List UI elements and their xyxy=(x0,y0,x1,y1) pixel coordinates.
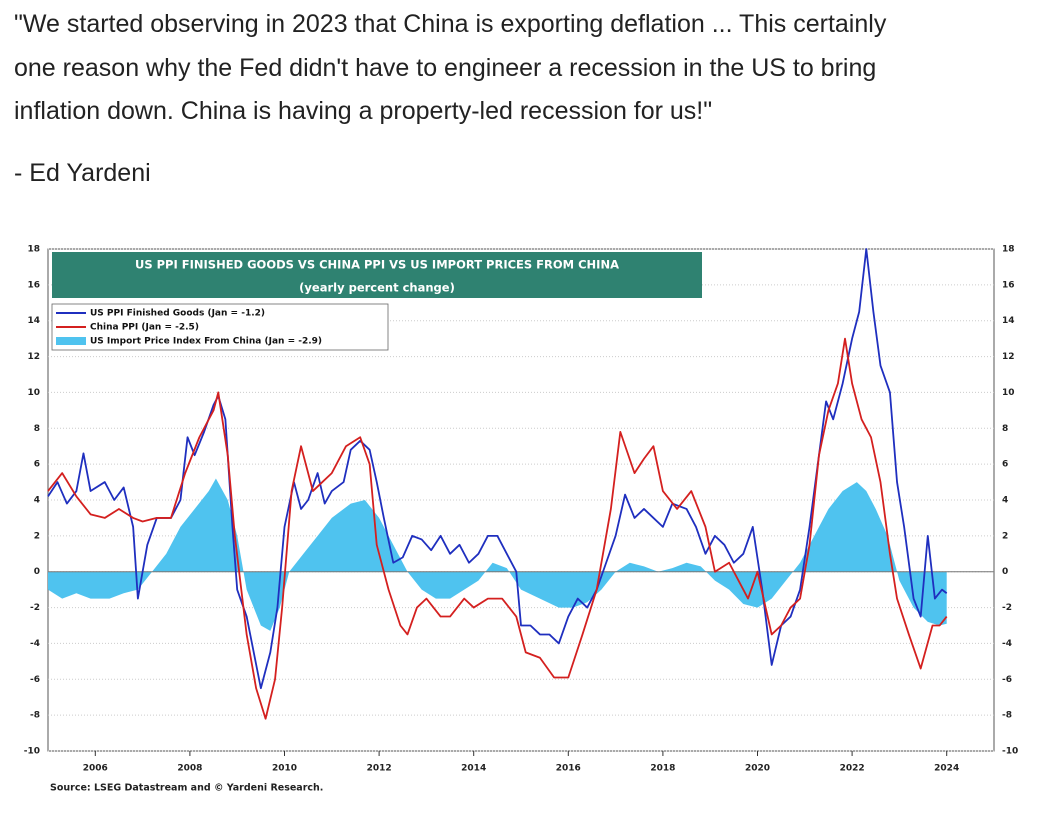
attribution: - Ed Yardeni xyxy=(14,159,151,187)
y-tick-label: 16 xyxy=(27,280,40,290)
y-tick-label: 12 xyxy=(27,352,40,362)
y-tick-label: -8 xyxy=(30,711,40,721)
quote-line: "We started observing in 2023 that China… xyxy=(14,10,887,38)
y-tick-label: -10 xyxy=(24,747,40,757)
y-tick-label: 18 xyxy=(27,245,40,255)
legend-label: China PPI (Jan = -2.5) xyxy=(90,323,199,333)
x-tick-label: 2006 xyxy=(83,764,108,774)
y-tick-label-right: 12 xyxy=(1002,352,1015,362)
chart-subtitle: (yearly percent change) xyxy=(299,281,455,295)
quote-line: inflation down. China is having a proper… xyxy=(14,97,713,125)
y-tick-label: 2 xyxy=(34,531,40,541)
x-tick-label: 2014 xyxy=(461,764,486,774)
y-tick-label-right: -4 xyxy=(1002,639,1012,649)
y-tick-label: 4 xyxy=(34,496,40,506)
line xyxy=(47,337,948,720)
x-tick-label: 2010 xyxy=(272,764,297,774)
x-tick-label: 2024 xyxy=(934,764,959,774)
title-box xyxy=(52,252,702,298)
x-tick-label: 2012 xyxy=(367,764,392,774)
y-tick-label-right: 18 xyxy=(1002,245,1015,255)
y-tick-label: 8 xyxy=(34,424,40,434)
x-tick-label: 2018 xyxy=(650,764,675,774)
y-tick-label-right: 14 xyxy=(1002,316,1015,326)
x-tick-label: 2016 xyxy=(556,764,581,774)
y-tick-label-right: 6 xyxy=(1002,460,1008,470)
legend-box xyxy=(51,303,389,351)
y-tick-label: 14 xyxy=(27,316,40,326)
legend-swatch xyxy=(56,337,86,345)
y-tick-label: -2 xyxy=(30,603,40,613)
x-tick-label: 2020 xyxy=(745,764,770,774)
quote-line: one reason why the Fed didn't have to en… xyxy=(14,54,877,82)
y-tick-label: 0 xyxy=(34,567,40,577)
source: Source: LSEG Datastream and © Yardeni Re… xyxy=(50,783,323,794)
legend-label: US PPI Finished Goods (Jan = -1.2) xyxy=(90,309,265,319)
legend-label: US Import Price Index From China (Jan = … xyxy=(90,337,322,347)
y-tick-label: 6 xyxy=(34,460,40,470)
x-tick-label: 2008 xyxy=(177,764,202,774)
y-tick-label-right: -10 xyxy=(1002,747,1018,757)
area xyxy=(48,478,947,631)
x-tick-label: 2022 xyxy=(840,764,865,774)
y-tick-label-right: 2 xyxy=(1002,531,1008,541)
y-tick-label-right: 16 xyxy=(1002,280,1015,290)
chart-title: US PPI FINISHED GOODS VS CHINA PPI VS US… xyxy=(135,258,619,272)
y-tick-label-right: -2 xyxy=(1002,603,1012,613)
y-tick-label-right: 8 xyxy=(1002,424,1008,434)
y-tick-label: 10 xyxy=(27,388,40,398)
y-tick-label-right: -6 xyxy=(1002,675,1012,685)
y-tick-label-right: -8 xyxy=(1002,711,1012,721)
y-tick-label-right: 10 xyxy=(1002,388,1015,398)
y-tick-label-right: 0 xyxy=(1002,567,1008,577)
y-tick-label: -4 xyxy=(30,639,40,649)
y-tick-label: -6 xyxy=(30,675,40,685)
y-tick-label-right: 4 xyxy=(1002,496,1008,506)
